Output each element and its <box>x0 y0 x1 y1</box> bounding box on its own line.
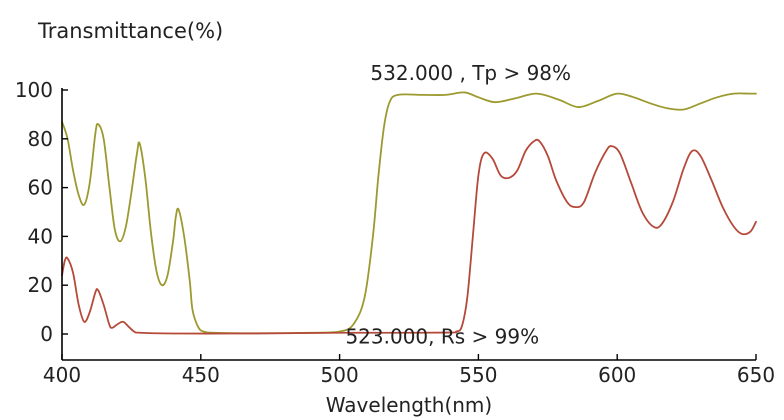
y-axis-label: Transmittance(%) <box>37 19 223 43</box>
y-tick-label: 0 <box>40 322 53 346</box>
x-tick-label: 600 <box>598 363 636 387</box>
y-tick-label: 100 <box>15 78 53 102</box>
x-tick-label: 500 <box>321 363 359 387</box>
ticks-layer: 0 20 40 60 80 100 400 450 500 550 600 650 <box>15 78 775 387</box>
y-tick-label: 60 <box>28 176 53 200</box>
annotation-1: 532.000 , Tp > 98% <box>370 61 571 85</box>
y-tick-label: 20 <box>28 273 53 297</box>
y-tick-label: 80 <box>28 127 53 151</box>
y-tick-label: 40 <box>28 224 53 248</box>
x-tick-label: 450 <box>182 363 220 387</box>
x-tick-label: 650 <box>737 363 775 387</box>
x-tick-label: 400 <box>43 363 81 387</box>
x-tick-label: 550 <box>459 363 497 387</box>
series-layer <box>61 91 757 335</box>
axes-layer <box>61 88 756 361</box>
x-axis-label: Wavelength(nm) <box>326 393 492 417</box>
annotation-layer: 532.000 , Tp > 98% 523.000, Rs > 99% <box>345 61 571 349</box>
series-line-1 <box>61 91 757 335</box>
series-line-2 <box>61 138 757 335</box>
annotation-2: 523.000, Rs > 99% <box>345 324 539 348</box>
